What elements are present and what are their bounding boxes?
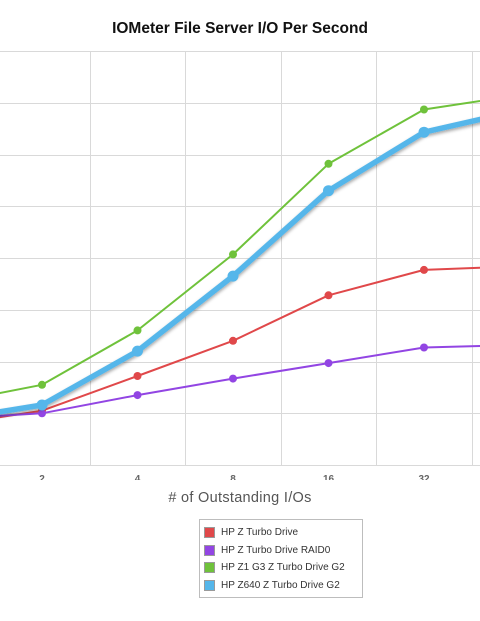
data-point-hp-z-turbo-drive-raid0-16 (324, 359, 333, 368)
chart-title: IOMeter File Server I/O Per Second (112, 20, 368, 37)
series-line-hp-z-turbo-drive (0, 266, 480, 419)
data-point-hp-z-turbo-drive-raid0-8 (229, 374, 237, 383)
series-hp-z-turbo-drive (0, 265, 480, 419)
series-line-hp-z-turbo-drive-raid0 (0, 344, 480, 417)
legend-label: HP Z Turbo Drive (221, 527, 299, 539)
series-hp-z640-z-turbo-drive-g2 (0, 116, 480, 415)
data-point-hp-z-turbo-drive-4 (133, 372, 142, 380)
legend-item: HP Z640 Z Turbo Drive G2 (200, 577, 362, 595)
legend-label: HP Z1 G3 Z Turbo Drive G2 (221, 562, 345, 574)
legend-swatch (204, 527, 215, 539)
data-point-hp-z-turbo-drive-raid0-2 (38, 409, 46, 418)
x-tick-label-2: 2 (39, 474, 45, 480)
x-tick-label-32: 32 (418, 474, 430, 480)
data-point-hp-z1-g3-z-turbo-drive-g2-32 (420, 105, 428, 114)
legend-swatch (204, 579, 215, 591)
data-point-hp-z640-z-turbo-drive-g2-8 (227, 270, 239, 282)
data-point-hp-z1-g3-z-turbo-drive-g2-4 (133, 326, 142, 335)
legend-item: HP Z1 G3 Z Turbo Drive G2 (200, 559, 362, 577)
series-line-hp-z640-z-turbo-drive-g2 (0, 116, 480, 415)
data-point-hp-z-turbo-drive-8 (229, 336, 237, 345)
x-axis-ticks: 2 4 8 16 32 (39, 474, 430, 480)
data-point-hp-z-turbo-drive-16 (324, 291, 333, 300)
x-axis-label: # of Outstanding I/Os (168, 490, 312, 506)
data-point-hp-z1-g3-z-turbo-drive-g2-16 (324, 159, 333, 168)
legend-label: HP Z Turbo Drive RAID0 (221, 544, 331, 556)
series-hp-z1-g3-z-turbo-drive-g2 (0, 99, 480, 394)
data-point-hp-z640-z-turbo-drive-g2-16 (323, 185, 334, 197)
series-hp-z-turbo-drive-raid0 (0, 343, 480, 418)
x-tick-label-16: 16 (323, 474, 335, 480)
data-point-hp-z-turbo-drive-raid0-32 (420, 343, 428, 352)
data-point-hp-z640-z-turbo-drive-g2-32 (418, 126, 430, 138)
data-point-hp-z-turbo-drive-32 (420, 265, 428, 274)
data-point-hp-z1-g3-z-turbo-drive-g2-2 (38, 380, 46, 389)
legend-swatch (204, 544, 215, 556)
legend-item: HP Z Turbo Drive (200, 524, 362, 542)
legend-swatch (204, 562, 215, 574)
x-tick-label-4: 4 (135, 474, 141, 480)
line-chart-plot: 2 4 8 16 32 (0, 51, 480, 480)
grid (0, 51, 480, 466)
legend: HP Z Turbo Drive HP Z Turbo Drive RAID0 HP… (199, 519, 363, 598)
x-tick-label-8: 8 (230, 474, 236, 480)
data-point-hp-z640-z-turbo-drive-g2-4 (132, 345, 143, 357)
data-point-hp-z640-z-turbo-drive-g2-2 (36, 399, 48, 411)
legend-item: HP Z Turbo Drive RAID0 (200, 542, 362, 560)
data-point-hp-z1-g3-z-turbo-drive-g2-8 (229, 250, 237, 259)
data-point-hp-z-turbo-drive-raid0-4 (133, 391, 142, 400)
series-layer (0, 99, 480, 419)
legend-label: HP Z640 Z Turbo Drive G2 (221, 579, 340, 591)
